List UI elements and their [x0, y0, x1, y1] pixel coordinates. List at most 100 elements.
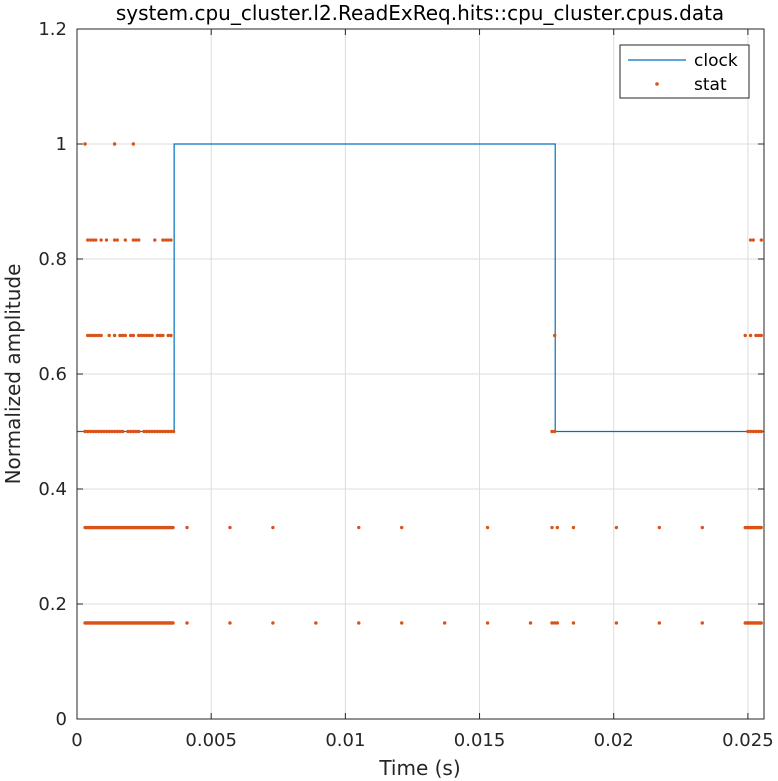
stat-point [614, 621, 619, 625]
stat-point [158, 429, 162, 434]
stat-point [748, 333, 753, 338]
stat-point [94, 333, 98, 338]
stat-point [86, 333, 90, 338]
stat-point [88, 333, 93, 338]
stat-point [166, 333, 170, 338]
y-tick-label: 0.4 [38, 479, 67, 500]
stat-point [120, 333, 125, 338]
stat-point [96, 333, 101, 338]
y-tick-label: 0.6 [38, 364, 67, 385]
stat-point [155, 429, 160, 434]
stat-point [137, 333, 141, 338]
stat-point [571, 525, 576, 530]
stat-point [128, 333, 133, 338]
stat-point [104, 238, 109, 242]
stat-point [743, 333, 747, 338]
stat-point [555, 621, 560, 625]
legend: clock stat [619, 44, 750, 99]
stat-point [166, 238, 170, 242]
stat-point [552, 621, 557, 625]
stat-point [751, 238, 755, 242]
stat-point [153, 238, 157, 242]
stat-point [400, 621, 404, 625]
stat-point [158, 333, 162, 338]
stat-point [137, 429, 141, 434]
x-tick-label: 0.005 [185, 730, 237, 751]
stat-point [150, 333, 154, 338]
stat-point [145, 333, 149, 338]
stat-point [86, 238, 90, 242]
stat-point [161, 429, 165, 434]
x-tick-label: 0 [71, 730, 82, 751]
stat-point [163, 238, 168, 242]
stat-point [88, 429, 93, 434]
stat-point [153, 429, 157, 434]
stat-point [128, 429, 133, 434]
x-axis-label: Time (s) [378, 756, 460, 780]
x-tick-label: 0.025 [722, 730, 774, 751]
stat-point [228, 621, 232, 625]
stat-point [171, 621, 175, 625]
stat-point [134, 238, 138, 242]
stat-point [314, 621, 318, 625]
stat-point [228, 525, 232, 530]
stat-point [120, 429, 125, 434]
stat-point [123, 333, 128, 338]
stat-point [112, 142, 117, 146]
stat-point [112, 238, 117, 242]
stat-point [131, 142, 136, 146]
stat-point [131, 238, 136, 242]
stat-point [88, 238, 93, 242]
y-tick-label: 0 [56, 709, 67, 730]
stat-point [485, 525, 490, 530]
x-tick-label: 0.02 [594, 730, 634, 751]
stat-point [107, 333, 111, 338]
stat-point [614, 525, 619, 530]
stat-point [139, 333, 144, 338]
stat-point [163, 429, 168, 434]
stat-point [751, 429, 755, 434]
stat-point [91, 333, 95, 338]
stat-point [756, 333, 761, 338]
stat-point [271, 621, 275, 625]
stat-point [700, 621, 704, 625]
stat-point [94, 429, 98, 434]
stat-point [126, 429, 130, 434]
x-axis-ticks: 0 0.005 0.01 0.015 0.02 0.025 [71, 29, 774, 751]
stat-point [107, 429, 111, 434]
stat-point [142, 429, 146, 434]
stat-point [759, 621, 763, 625]
stat-point [161, 333, 165, 338]
x-tick-label: 0.015 [454, 730, 506, 751]
stat-point [550, 525, 554, 530]
stat-point [748, 429, 753, 434]
stat-point [147, 333, 152, 338]
stat-point [134, 429, 138, 434]
stat-point [400, 525, 404, 530]
stat-point [145, 429, 149, 434]
series-stat [83, 142, 764, 625]
stat-point [485, 621, 490, 625]
stat-point [550, 429, 554, 434]
stat-point [185, 525, 189, 530]
stat-point [131, 429, 136, 434]
stat-point [169, 333, 173, 338]
grid [77, 29, 764, 719]
stat-point [112, 429, 117, 434]
stat-point [91, 429, 95, 434]
y-tick-label: 1.2 [38, 19, 67, 40]
stat-point [357, 621, 361, 625]
stat-point [115, 238, 119, 242]
stat-point [155, 333, 160, 338]
stat-point [83, 142, 87, 146]
stat-point [442, 621, 447, 625]
stat-point [759, 525, 763, 530]
stat-point [657, 621, 662, 625]
stat-point [161, 238, 165, 242]
stat-point [171, 525, 175, 530]
stat-point [746, 429, 750, 434]
stat-point [759, 429, 764, 434]
stat-point [112, 333, 117, 338]
chart-title: system.cpu_cluster.l2.ReadExReq.hits::cp… [116, 1, 724, 25]
